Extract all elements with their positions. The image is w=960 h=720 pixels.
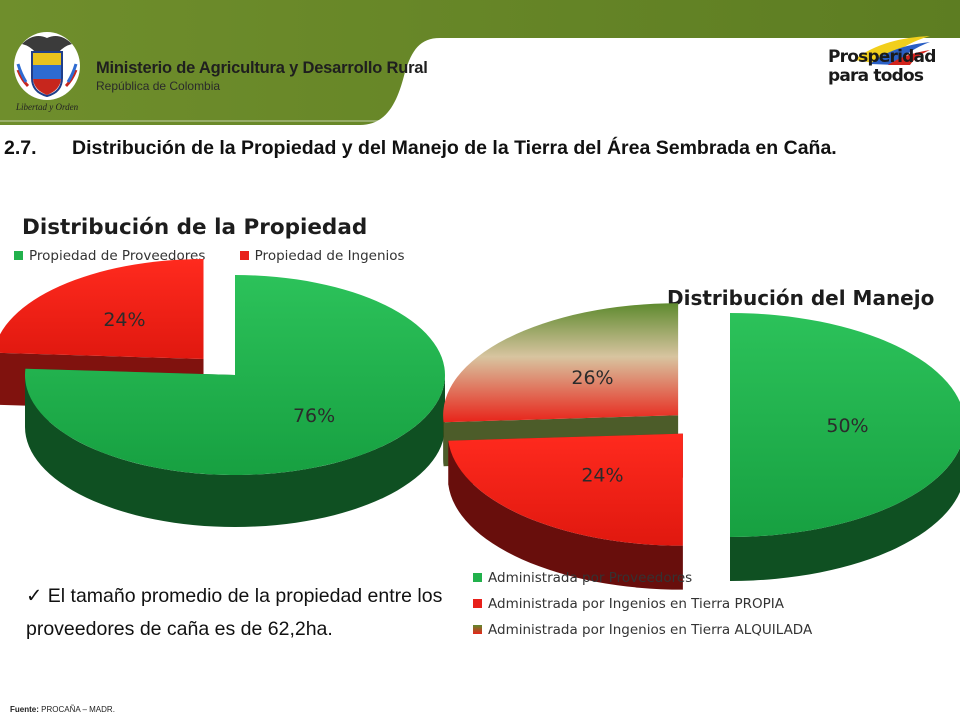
pie-label-2-3: 26%: [571, 367, 613, 389]
source-label: Fuente:: [10, 705, 39, 714]
legend-item-adm-proveedores: Administrada por Proveedores: [473, 565, 812, 591]
pie-chart-2: 50% 24% 26%: [443, 303, 960, 590]
chart-2-title: Distribución del Manejo: [667, 286, 935, 310]
pie-label-2-2: 24%: [581, 465, 623, 487]
source-footer: Fuente: PROCAÑA – MADR.: [10, 705, 115, 714]
pie-slice-top: [443, 303, 679, 423]
motto-text: Libertad y Orden: [16, 102, 79, 112]
legend-swatch-red: [473, 598, 482, 608]
check-icon: ✓: [26, 585, 43, 607]
legend-swatch-green: [14, 250, 23, 260]
legend-swatch-gradient: [473, 624, 482, 634]
logo-line-1: Prosperidad: [828, 47, 936, 67]
legend-swatch-green: [473, 572, 482, 582]
legend-item-proveedores: Propiedad de Proveedores: [14, 248, 210, 264]
pie-slice-side: [730, 447, 960, 581]
chart-1-title: Distribución de la Propiedad: [22, 215, 368, 240]
ministry-subtitle: República de Colombia: [96, 79, 221, 93]
pie-slice-top: [0, 259, 204, 360]
pie-slice-2-1: [730, 313, 960, 581]
tricolor-swoosh-icon: [854, 36, 930, 65]
note-text: El tamaño promedio de la propiedad entre…: [26, 585, 443, 640]
pie-label-1-2: 24%: [103, 309, 145, 331]
section-title: 2.7. Distribución de la Propiedad y del M…: [4, 137, 837, 160]
logo-line-2: para todos: [828, 66, 924, 86]
chart-1-legend: Propiedad de Proveedores Propiedad de In…: [14, 248, 405, 264]
pie-chart-1: 76% 24%: [0, 259, 446, 527]
section-title-text: Distribución de la Propiedad y del Manej…: [72, 137, 837, 159]
legend-label: Administrada por Ingenios en Tierra ALQU…: [488, 622, 813, 638]
pie-slice-side: [25, 375, 445, 527]
ministry-title: Ministerio de Agricultura y Desarrollo R…: [96, 59, 428, 77]
legend-swatch-red: [239, 250, 249, 260]
legend-item-adm-propia: Administrada por Ingenios en Tierra PROP…: [473, 591, 812, 617]
pie-slice-side: [448, 440, 683, 590]
pie-slice-top: [25, 275, 446, 475]
pie-slice-2-2: [448, 433, 683, 590]
header-background: [0, 0, 960, 125]
chart-2-legend: Administrada por Proveedores Administrad…: [473, 565, 812, 643]
pie-slice-1-1: [25, 275, 446, 527]
coat-of-arms-icon: [14, 32, 80, 100]
legend-label: Propiedad de Ingenios: [254, 248, 405, 264]
pie-slice-top: [730, 313, 960, 537]
legend-label: Propiedad de Proveedores: [29, 248, 206, 264]
prosperidad-logo: Prosperidad para todos: [828, 48, 938, 86]
legend-item-ingenios: Propiedad de Ingenios: [239, 248, 405, 264]
source-text: PROCAÑA – MADR.: [41, 705, 115, 714]
legend-label: Administrada por Proveedores: [488, 570, 693, 586]
pie-label-2-1: 50%: [826, 415, 868, 437]
note-text-block: ✓ El tamaño promedio de la propiedad ent…: [26, 580, 466, 646]
section-number: 2.7.: [4, 137, 37, 159]
legend-label: Administrada por Ingenios en Tierra PROP…: [488, 596, 785, 612]
ministry-name-block: Ministerio de Agricultura y Desarrollo R…: [96, 59, 428, 93]
pie-slice-top: [448, 433, 683, 546]
pie-label-1-1: 76%: [293, 405, 335, 427]
legend-item-adm-alquilada: Administrada por Ingenios en Tierra ALQU…: [473, 617, 812, 643]
header-banner: Libertad y Orden Ministerio de Agricultu…: [0, 0, 960, 125]
